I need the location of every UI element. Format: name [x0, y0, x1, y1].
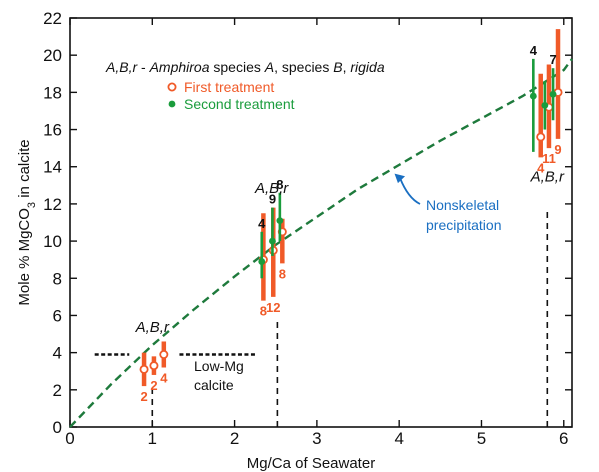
y-tick-label: 2 — [53, 381, 62, 400]
plot-frame — [69, 17, 573, 428]
sample-count-label: 8 — [260, 304, 267, 319]
x-tick-label: 6 — [559, 429, 568, 448]
y-tick-label: 4 — [53, 344, 62, 363]
data-point-second-treatment — [549, 90, 557, 98]
x-tick-label: 5 — [477, 429, 486, 448]
data-point-second-treatment — [269, 237, 276, 245]
group-label: A,B,r — [135, 319, 170, 336]
y-tick-label: 18 — [43, 83, 62, 102]
legend-label-first-treatment: First treatment — [184, 79, 274, 95]
sample-count-label: 2 — [150, 378, 157, 393]
sample-count-label: 9 — [554, 142, 561, 157]
x-tick-label: 2 — [230, 429, 239, 448]
x-axis-label: Mg/Ca of Seawater — [247, 455, 375, 472]
y-tick-label: 0 — [53, 418, 62, 437]
sample-count-label: 8 — [279, 266, 286, 281]
sample-count-label: 4 — [537, 160, 545, 175]
data-point-first-treatment — [159, 349, 169, 359]
lowmg-annotation-line2: calcite — [194, 377, 234, 393]
nonskeletal-annotation-line1: Nonskeletal — [426, 197, 499, 213]
y-tick-label: 6 — [53, 306, 62, 325]
y-tick-label: 12 — [43, 195, 62, 214]
x-tick-label: 1 — [148, 429, 157, 448]
group-label: A,B,r — [254, 180, 289, 197]
data-point-first-treatment — [536, 132, 546, 142]
legend-label-second-treatment: Second treatment — [184, 96, 295, 112]
y-tick-label: 14 — [43, 158, 62, 177]
data-point-second-treatment — [276, 217, 284, 225]
legend-title: A,B,r - Amphiroa species A, species B, r… — [105, 59, 385, 75]
y-tick-label: 20 — [43, 46, 62, 65]
data-point-first-treatment — [139, 364, 149, 374]
y-tick-label: 22 — [43, 9, 62, 28]
nonskeletal-arrow-shaft — [399, 177, 421, 205]
sample-count-label: 2 — [140, 389, 147, 404]
x-tick-label: 0 — [65, 429, 74, 448]
y-tick-label: 16 — [43, 121, 62, 140]
data-point-second-treatment — [529, 92, 537, 100]
sample-count-label: 12 — [266, 300, 280, 315]
x-tick-label: 3 — [312, 429, 321, 448]
sample-count-label: 9 — [269, 192, 276, 207]
group-label: A,B,r — [530, 169, 565, 186]
legend-marker-first-treatment — [167, 82, 177, 92]
legend-marker-second-treatment — [168, 100, 176, 108]
y-axis-label: Mole % MgCO3 in calcite — [16, 139, 38, 305]
sample-count-label: 4 — [530, 43, 538, 58]
nonskeletal-arrow-head — [394, 173, 406, 184]
sample-count-label: 7 — [549, 52, 556, 67]
data-point-second-treatment — [541, 101, 549, 109]
sample-count-label: 4 — [258, 216, 266, 231]
sample-count-label: 11 — [542, 151, 556, 166]
nonskeletal-annotation-line2: precipitation — [426, 217, 502, 233]
lowmg-annotation-line1: Low-Mg — [194, 358, 244, 374]
sample-count-label: 4 — [160, 371, 168, 386]
y-tick-label: 8 — [53, 269, 62, 288]
data-point-second-treatment — [258, 258, 266, 265]
x-tick-label: 4 — [394, 429, 403, 448]
sample-count-label: 8 — [276, 177, 283, 192]
data-point-first-treatment — [149, 361, 159, 371]
y-tick-label: 10 — [43, 232, 62, 251]
